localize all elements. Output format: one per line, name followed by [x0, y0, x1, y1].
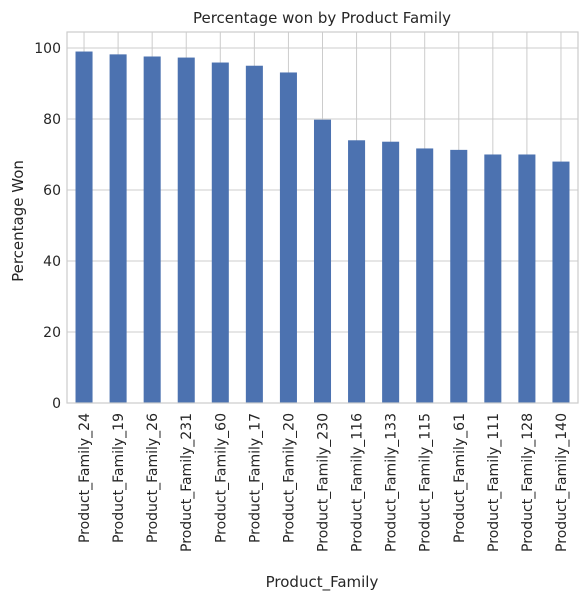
bar [450, 150, 467, 403]
x-tick-label: Product_Family_17 [247, 413, 263, 543]
bar [552, 162, 569, 403]
y-tick-label: 100 [34, 41, 61, 57]
bar [416, 148, 433, 403]
bar [110, 54, 127, 403]
x-tick-label: Product_Family_115 [418, 413, 434, 552]
bar [314, 120, 331, 403]
bar [280, 72, 297, 403]
x-tick-label: Product_Family_230 [316, 413, 332, 552]
x-tick-label: Product_Family_133 [384, 413, 400, 552]
x-tick-label: Product_Family_24 [77, 413, 93, 543]
x-tick-label: Product_Family_128 [520, 413, 536, 552]
x-tick-label: Product_Family_231 [179, 413, 195, 552]
x-tick-labels: Product_Family_24 Product_Family_19 Produc… [77, 413, 570, 552]
bar [178, 58, 195, 403]
bar [76, 52, 93, 403]
bar [382, 142, 399, 403]
x-tick-label: Product_Family_60 [213, 413, 229, 543]
x-axis-label: Product_Family [266, 573, 379, 592]
y-tick-label: 0 [52, 396, 61, 412]
x-tick-label: Product_Family_26 [145, 413, 161, 543]
y-tick-label: 40 [43, 254, 61, 270]
y-axis-label: Percentage Won [9, 160, 27, 282]
bar [246, 66, 263, 403]
bar [518, 154, 535, 403]
x-tick-label: Product_Family_111 [486, 413, 502, 552]
x-tick-label: Product_Family_19 [111, 413, 127, 543]
bar [484, 154, 501, 403]
chart-title: Percentage won by Product Family [193, 9, 451, 27]
y-tick-label: 80 [43, 112, 61, 128]
x-tick-label: Product_Family_140 [554, 413, 570, 552]
y-tick-labels: 0 20 40 60 80 100 [34, 41, 61, 412]
x-tick-label: Product_Family_20 [281, 413, 297, 543]
bar [212, 63, 229, 403]
y-tick-label: 20 [43, 325, 61, 341]
bar [144, 56, 161, 403]
bar [348, 140, 365, 403]
x-tick-label: Product_Family_116 [350, 413, 366, 552]
x-tick-label: Product_Family_61 [452, 413, 468, 543]
y-tick-label: 60 [43, 183, 61, 199]
